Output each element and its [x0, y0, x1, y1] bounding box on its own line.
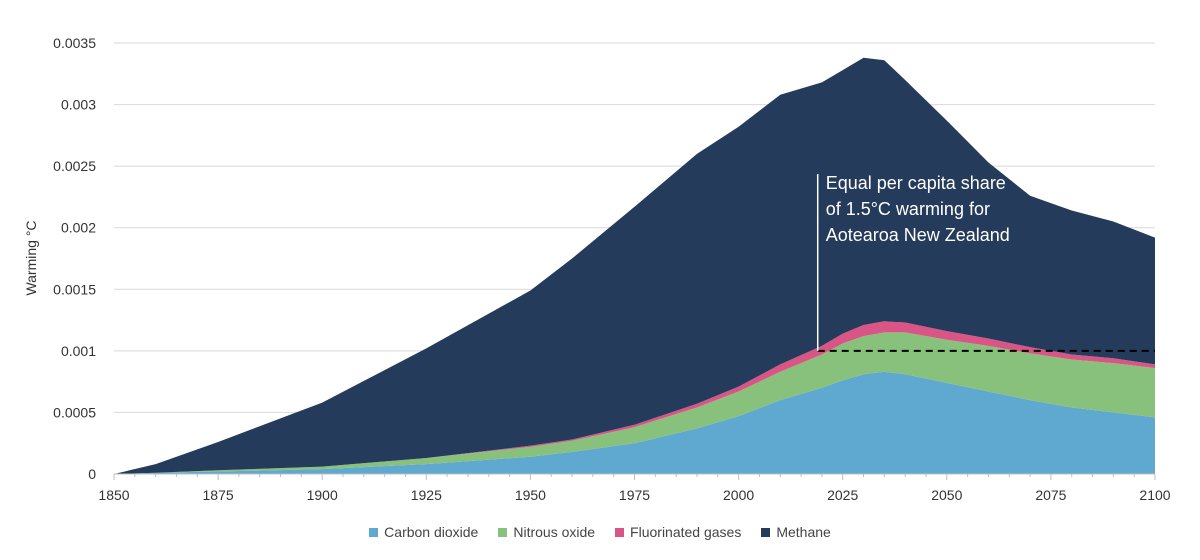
- legend-item-fluorinated-gases: Fluorinated gases: [615, 524, 741, 540]
- x-tick-label: 2050: [931, 487, 962, 503]
- annotation-line: of 1.5°C warming for: [826, 199, 990, 219]
- y-axis-title: Warming °C: [23, 220, 39, 295]
- y-tick-label: 0.0015: [53, 281, 96, 297]
- legend-swatch: [615, 527, 625, 537]
- legend-label: Methane: [776, 524, 831, 540]
- area-nitrous-oxide: [114, 332, 1155, 474]
- y-axis: 0 0.0005 0.001 0.0015 0.002 0.0025 0.003 0.0035: [53, 35, 96, 482]
- legend-label: Carbon dioxide: [384, 524, 479, 540]
- x-axis: 1850 1875 1900 1925 1950 1975 2000 2025 2050 2075…: [98, 473, 1171, 503]
- stacked-areas: [114, 57, 1155, 475]
- x-tick-label: 2100: [1139, 487, 1170, 503]
- annotation-line: Equal per capita share: [826, 173, 1006, 193]
- legend-swatch: [498, 527, 508, 537]
- x-tick-label: 2000: [723, 487, 754, 503]
- x-tick-label: 1850: [98, 487, 129, 503]
- legend-label: Nitrous oxide: [513, 524, 596, 540]
- y-tick-label: 0.0025: [53, 158, 96, 174]
- x-tick-label: 1950: [515, 487, 546, 503]
- chart-legend: Carbon dioxide Nitrous oxide Fluorinated g…: [0, 524, 1200, 540]
- y-tick-label: 0.001: [61, 343, 96, 359]
- x-tick-label: 1900: [307, 487, 338, 503]
- area-carbon-dioxide: [114, 371, 1155, 474]
- x-tick-label: 2025: [827, 487, 858, 503]
- x-tick-label: 2075: [1035, 487, 1066, 503]
- area-methane: [114, 57, 1155, 475]
- annotation-line: Aotearoa New Zealand: [826, 225, 1010, 245]
- legend-swatch: [369, 527, 379, 537]
- y-tick-label: 0.0005: [53, 404, 96, 420]
- legend-item-methane: Methane: [761, 524, 831, 540]
- annotation-layer: Equal per capita share of 1.5°C warming f…: [816, 173, 1155, 352]
- y-tick-label: 0.003: [61, 97, 96, 113]
- legend-item-carbon-dioxide: Carbon dioxide: [369, 524, 478, 540]
- y-tick-label: 0: [88, 466, 96, 482]
- legend-item-nitrous-oxide: Nitrous oxide: [498, 524, 595, 540]
- y-tick-label: 0.0035: [53, 35, 96, 51]
- y-tick-label: 0.002: [61, 220, 96, 236]
- annotation-text: Equal per capita share of 1.5°C warming f…: [826, 173, 1010, 245]
- legend-swatch: [761, 527, 771, 537]
- x-tick-label: 1875: [203, 487, 234, 503]
- x-tick-label: 1975: [619, 487, 650, 503]
- x-tick-label: 1925: [411, 487, 442, 503]
- legend-label: Fluorinated gases: [630, 524, 742, 540]
